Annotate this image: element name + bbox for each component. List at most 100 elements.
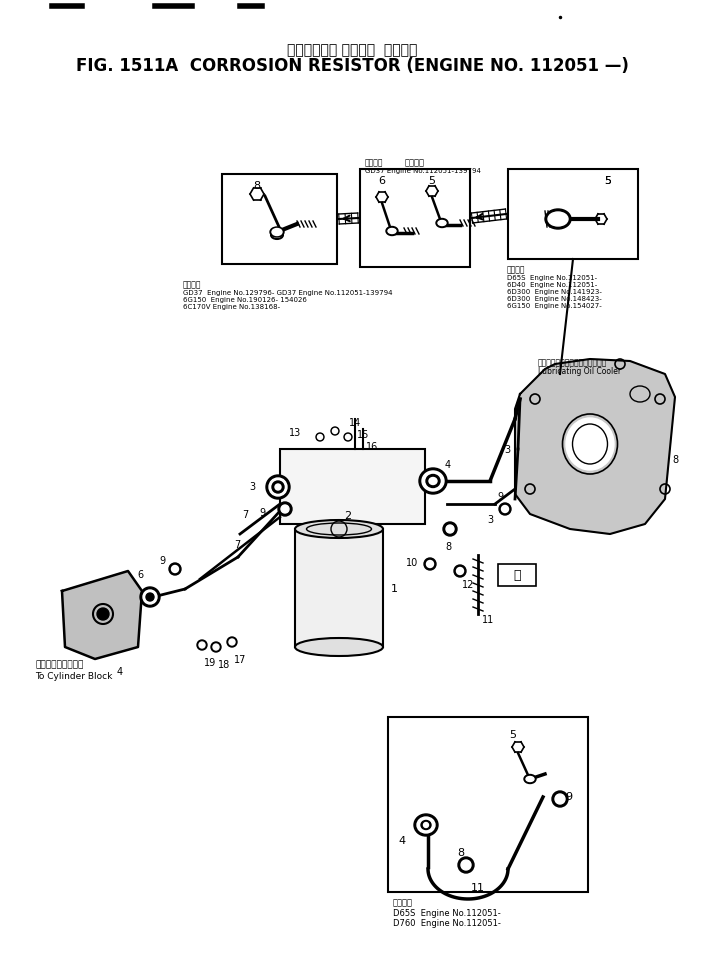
Text: 10: 10 xyxy=(406,557,418,567)
Text: Lubricating Oil Cooler: Lubricating Oil Cooler xyxy=(538,367,621,376)
Ellipse shape xyxy=(438,221,446,226)
Text: 11: 11 xyxy=(482,614,494,624)
Text: コロージョン レジスタ  適用号機: コロージョン レジスタ 適用号機 xyxy=(287,43,417,57)
Text: 4: 4 xyxy=(399,835,406,845)
Ellipse shape xyxy=(388,229,396,235)
Ellipse shape xyxy=(386,227,398,237)
Text: 6: 6 xyxy=(137,569,143,579)
Text: 9: 9 xyxy=(159,556,165,565)
Text: 反: 反 xyxy=(513,569,521,582)
Text: 19: 19 xyxy=(204,657,216,667)
Text: GD37  Engine No.129796- GD37 Engine No.112051-139794
6G150  Engine No.190126- 15: GD37 Engine No.129796- GD37 Engine No.11… xyxy=(183,289,393,310)
Circle shape xyxy=(272,481,284,494)
Text: 6: 6 xyxy=(379,176,386,186)
Text: 5: 5 xyxy=(510,730,517,739)
Circle shape xyxy=(461,860,471,870)
Text: 17: 17 xyxy=(234,654,246,664)
Bar xyxy=(508,170,638,260)
Text: 適用号機: 適用号機 xyxy=(365,157,384,167)
Text: 9: 9 xyxy=(565,791,572,801)
Ellipse shape xyxy=(270,228,284,238)
Text: 適用号機: 適用号機 xyxy=(507,265,525,274)
Circle shape xyxy=(552,791,568,807)
Circle shape xyxy=(499,504,511,515)
Text: FIG. 1511A  CORROSION RESISTOR (ENGINE NO. 112051 —): FIG. 1511A CORROSION RESISTOR (ENGINE NO… xyxy=(75,57,629,75)
Ellipse shape xyxy=(424,822,429,827)
Circle shape xyxy=(140,588,160,607)
Ellipse shape xyxy=(414,814,438,836)
Circle shape xyxy=(316,433,324,441)
Circle shape xyxy=(269,478,287,497)
Text: 適用号機: 適用号機 xyxy=(405,157,425,167)
Text: 適用号機: 適用号機 xyxy=(393,897,413,906)
Circle shape xyxy=(346,435,351,440)
Ellipse shape xyxy=(295,520,383,539)
Ellipse shape xyxy=(429,478,437,485)
Text: 8: 8 xyxy=(457,847,464,857)
Circle shape xyxy=(227,638,237,647)
Text: GD37 Engine No.112051-139794: GD37 Engine No.112051-139794 xyxy=(365,168,481,174)
Text: To Cylinder Block: To Cylinder Block xyxy=(35,671,113,681)
Text: D65S  Engine No.112051-
D760  Engine No.112051-: D65S Engine No.112051- D760 Engine No.11… xyxy=(393,908,501,927)
Ellipse shape xyxy=(422,471,444,492)
Ellipse shape xyxy=(545,210,571,230)
Text: 13: 13 xyxy=(289,427,301,437)
Circle shape xyxy=(454,565,466,577)
Ellipse shape xyxy=(566,419,614,470)
Bar xyxy=(498,564,536,587)
Text: 4: 4 xyxy=(117,666,123,677)
Text: 14: 14 xyxy=(349,418,361,427)
Circle shape xyxy=(229,640,235,645)
Text: 3: 3 xyxy=(249,481,255,492)
Bar xyxy=(360,170,470,268)
Text: 5: 5 xyxy=(429,176,436,186)
Ellipse shape xyxy=(419,468,447,495)
Polygon shape xyxy=(515,360,675,534)
Text: 5: 5 xyxy=(605,176,612,186)
Circle shape xyxy=(197,641,207,650)
Bar xyxy=(388,717,588,892)
Ellipse shape xyxy=(295,639,383,656)
Text: 7: 7 xyxy=(234,540,240,550)
Circle shape xyxy=(458,857,474,873)
Ellipse shape xyxy=(524,775,536,783)
Circle shape xyxy=(446,525,454,533)
Text: 9: 9 xyxy=(497,492,503,502)
Circle shape xyxy=(172,566,179,573)
Text: 15: 15 xyxy=(357,429,369,439)
Ellipse shape xyxy=(436,219,448,228)
Circle shape xyxy=(332,429,337,434)
Polygon shape xyxy=(62,571,142,659)
Circle shape xyxy=(501,506,508,513)
Circle shape xyxy=(266,475,290,500)
Ellipse shape xyxy=(272,229,282,237)
Bar xyxy=(295,529,383,647)
Text: 12: 12 xyxy=(462,579,474,590)
Bar xyxy=(222,175,337,265)
Text: 8: 8 xyxy=(672,455,678,465)
Circle shape xyxy=(456,568,463,575)
Circle shape xyxy=(281,506,289,513)
Text: 1: 1 xyxy=(391,584,398,594)
Ellipse shape xyxy=(548,213,568,227)
Text: 3: 3 xyxy=(504,445,510,455)
Ellipse shape xyxy=(421,821,431,829)
Text: 5: 5 xyxy=(605,176,612,186)
Text: 2: 2 xyxy=(344,511,351,520)
Circle shape xyxy=(424,558,436,570)
Text: 8: 8 xyxy=(445,542,451,552)
Circle shape xyxy=(555,794,565,804)
Text: 11: 11 xyxy=(471,882,485,892)
Circle shape xyxy=(331,427,339,435)
Circle shape xyxy=(443,522,457,537)
Text: 18: 18 xyxy=(218,659,230,669)
Text: ルブリケーティングオイルクーラ: ルブリケーティングオイルクーラ xyxy=(538,358,608,367)
Text: 8: 8 xyxy=(253,181,260,191)
Text: 9: 9 xyxy=(259,508,265,517)
Text: シリンダブロックへ: シリンダブロックへ xyxy=(35,659,83,668)
Text: 4: 4 xyxy=(445,460,451,469)
Circle shape xyxy=(143,591,157,604)
Bar xyxy=(280,450,425,524)
Circle shape xyxy=(344,433,352,441)
Circle shape xyxy=(211,643,221,652)
